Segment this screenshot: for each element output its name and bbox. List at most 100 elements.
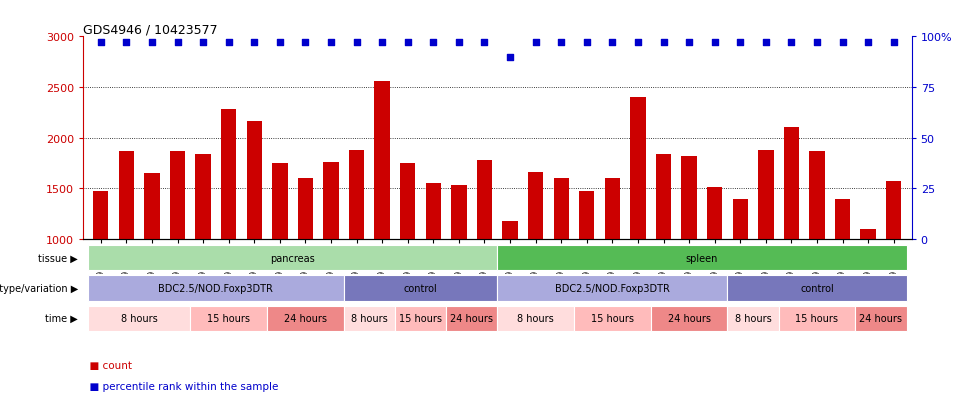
Text: 24 hours: 24 hours [284, 313, 327, 323]
Bar [779, 306, 855, 331]
Point [682, 40, 697, 47]
Bar [447, 306, 497, 331]
Bar [451, 186, 467, 341]
Text: genotype/variation ▶: genotype/variation ▶ [0, 283, 78, 293]
Bar [656, 154, 671, 341]
Point [784, 40, 800, 47]
Point [860, 40, 876, 47]
Point [809, 40, 825, 47]
Bar [727, 275, 907, 301]
Point [374, 40, 390, 47]
Point [400, 40, 415, 47]
Point [886, 40, 902, 47]
Point [502, 54, 518, 61]
Text: 15 hours: 15 hours [796, 313, 838, 323]
Text: 8 hours: 8 hours [351, 313, 388, 323]
Bar [119, 152, 134, 341]
Bar [400, 164, 415, 341]
Point [554, 40, 569, 47]
Text: 8 hours: 8 hours [734, 313, 771, 323]
Bar [144, 174, 160, 341]
Bar [732, 199, 748, 341]
Point [527, 40, 543, 47]
Bar [886, 182, 902, 341]
Text: 15 hours: 15 hours [591, 313, 634, 323]
Point [451, 40, 467, 47]
Bar [497, 245, 907, 271]
Bar [221, 110, 236, 341]
Bar [349, 150, 365, 341]
Bar [650, 306, 727, 331]
Point [732, 40, 748, 47]
Point [349, 40, 365, 47]
Point [425, 40, 441, 47]
Bar [682, 157, 697, 341]
Point [170, 40, 185, 47]
Text: pancreas: pancreas [270, 253, 315, 263]
Point [297, 40, 313, 47]
Bar [93, 192, 108, 341]
Point [93, 40, 108, 47]
Point [195, 40, 211, 47]
Point [579, 40, 595, 47]
Bar [297, 179, 313, 341]
Text: 8 hours: 8 hours [518, 313, 554, 323]
Bar [630, 98, 645, 341]
Point [707, 40, 722, 47]
Bar [477, 161, 492, 341]
Point [221, 40, 237, 47]
Bar [344, 275, 497, 301]
Bar [88, 306, 190, 331]
Point [656, 40, 672, 47]
Text: 15 hours: 15 hours [399, 313, 442, 323]
Text: GDS4946 / 10423577: GDS4946 / 10423577 [83, 23, 217, 36]
Bar [759, 150, 773, 341]
Bar [502, 221, 518, 341]
Bar [784, 127, 800, 341]
Bar [527, 173, 543, 341]
Bar [809, 152, 825, 341]
Text: 24 hours: 24 hours [859, 313, 903, 323]
Text: control: control [800, 283, 834, 293]
Point [323, 40, 338, 47]
Bar [267, 306, 344, 331]
Text: spleen: spleen [685, 253, 718, 263]
Bar [426, 184, 441, 341]
Bar [272, 164, 288, 341]
Bar [855, 306, 907, 331]
Text: BDC2.5/NOD.Foxp3DTR: BDC2.5/NOD.Foxp3DTR [159, 283, 273, 293]
Bar [344, 306, 395, 331]
Text: 24 hours: 24 hours [668, 313, 711, 323]
Bar [835, 199, 850, 341]
Bar [88, 245, 497, 271]
Text: control: control [404, 283, 438, 293]
Text: time ▶: time ▶ [45, 313, 78, 323]
Bar [861, 230, 876, 341]
Bar [574, 306, 650, 331]
Text: ■ percentile rank within the sample: ■ percentile rank within the sample [83, 381, 278, 391]
Text: 24 hours: 24 hours [450, 313, 493, 323]
Bar [88, 275, 344, 301]
Bar [395, 306, 447, 331]
Bar [497, 275, 727, 301]
Bar [324, 163, 338, 341]
Bar [170, 152, 185, 341]
Point [247, 40, 262, 47]
Bar [190, 306, 267, 331]
Point [758, 40, 773, 47]
Bar [707, 188, 722, 341]
Point [835, 40, 850, 47]
Point [272, 40, 288, 47]
Text: ■ count: ■ count [83, 361, 132, 370]
Bar [579, 192, 595, 341]
Point [604, 40, 620, 47]
Text: tissue ▶: tissue ▶ [38, 253, 78, 263]
Bar [727, 306, 779, 331]
Bar [604, 179, 620, 341]
Bar [247, 122, 262, 341]
Point [630, 40, 645, 47]
Bar [554, 179, 568, 341]
Point [144, 40, 160, 47]
Bar [497, 306, 574, 331]
Point [119, 40, 135, 47]
